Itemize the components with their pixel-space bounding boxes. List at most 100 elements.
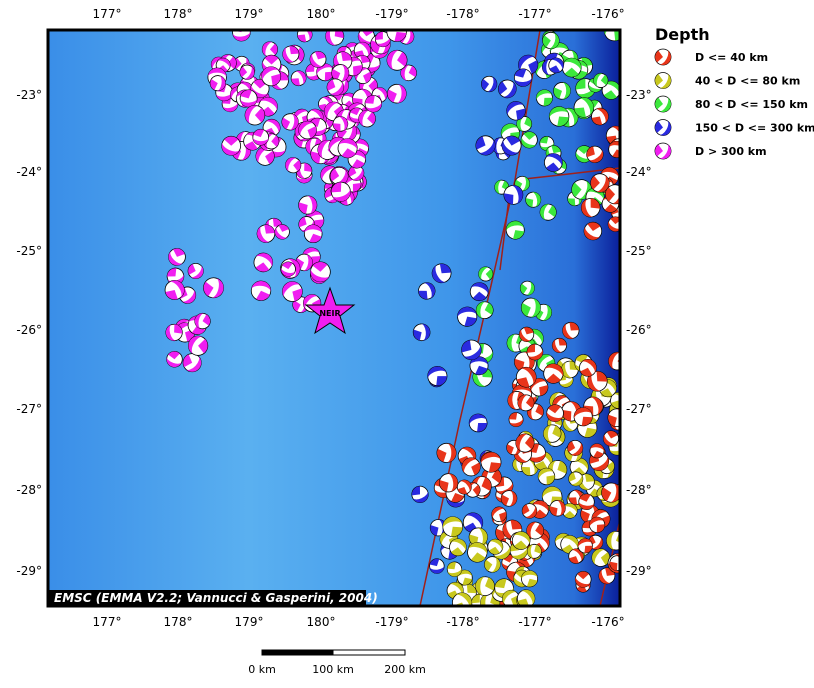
- beachball-fill: [575, 576, 591, 588]
- beachball-fill: [488, 462, 501, 473]
- beachball-fill: [469, 414, 487, 426]
- beachball-fill: [296, 174, 313, 183]
- beachball-fill: [307, 126, 317, 139]
- beachball-fill: [557, 116, 569, 127]
- beachball: [506, 101, 526, 121]
- beachball-fill: [514, 446, 529, 463]
- beachball-fill: [476, 301, 487, 319]
- beachball-fill: [549, 506, 558, 516]
- beachball: [255, 146, 275, 166]
- beachball-fill: [568, 472, 576, 482]
- beachball-fill: [589, 443, 604, 452]
- beachball-fill: [527, 348, 543, 360]
- beachball-fill: [413, 329, 422, 341]
- beachball-fill: [224, 136, 239, 146]
- beachball-fill: [575, 78, 586, 90]
- beachball-fill: [255, 262, 270, 272]
- beachball-fill: [227, 56, 237, 69]
- beachball: [194, 312, 211, 330]
- beachball-fill: [659, 73, 671, 89]
- beachball-fill: [570, 474, 583, 486]
- beachball-fill: [603, 433, 617, 447]
- beachball-fill: [303, 294, 319, 310]
- beachball-fill: [302, 247, 320, 260]
- beachball-fill: [542, 486, 562, 500]
- beachball: [165, 323, 183, 342]
- beachball-fill: [518, 55, 535, 72]
- beachball-fill: [298, 121, 315, 137]
- legend-label: 80 < D <= 150 km: [695, 98, 808, 111]
- beachball-fill: [517, 394, 529, 411]
- beachball-fill: [480, 593, 491, 606]
- beachball: [325, 30, 345, 46]
- beachball: [457, 306, 478, 327]
- beachball-fill: [427, 366, 447, 379]
- beachball: [589, 443, 605, 459]
- beachball-fill: [328, 137, 347, 152]
- beachball-fill: [481, 477, 492, 491]
- beachball-fill: [513, 230, 525, 239]
- beachball-fill: [240, 90, 252, 99]
- beachball-fill: [514, 77, 532, 87]
- beachball-fill: [531, 192, 541, 208]
- beachball: [567, 439, 584, 456]
- beachball: [168, 248, 186, 266]
- beachball-fill: [331, 69, 341, 81]
- beachball: [468, 413, 488, 433]
- beachball-fill: [309, 233, 322, 243]
- beachball-fill: [324, 188, 333, 199]
- beachball-fill: [202, 314, 211, 326]
- beachball-fill: [502, 521, 517, 540]
- lon-label: 179°: [235, 615, 264, 629]
- beachball-fill: [447, 567, 462, 577]
- beachball-fill: [521, 466, 531, 476]
- beachball-fill: [165, 324, 177, 341]
- beachball-fill: [659, 144, 671, 159]
- beachball-fill: [166, 356, 182, 368]
- beachball-fill: [552, 339, 563, 353]
- beachball-fill: [537, 354, 553, 370]
- beachball-fill: [404, 30, 414, 45]
- beachball-fill: [304, 163, 312, 172]
- legend-label: D <= 40 km: [695, 51, 768, 64]
- beachball-fill: [546, 410, 564, 422]
- beachball-fill: [609, 483, 620, 503]
- beachball-fill: [564, 510, 576, 519]
- beachball-fill: [475, 365, 488, 375]
- beachball-fill: [198, 339, 208, 354]
- beachball-fill: [429, 565, 445, 574]
- beachball-fill: [559, 377, 573, 388]
- beachball-fill: [451, 547, 464, 556]
- lat-label: -26°: [626, 323, 652, 337]
- beachball-fill: [490, 556, 501, 573]
- beachball: [588, 516, 606, 533]
- beachball: [261, 66, 282, 87]
- beachball-fill: [253, 129, 265, 138]
- beachball-fill: [548, 32, 559, 49]
- beachball-fill: [610, 217, 620, 225]
- beachball: [607, 408, 620, 428]
- beachball-fill: [504, 193, 514, 205]
- beachball-fill: [520, 367, 536, 386]
- beachball-fill: [302, 254, 313, 271]
- beachball-fill: [526, 522, 538, 539]
- beachball-fill: [432, 264, 447, 283]
- beachball-fill: [282, 46, 295, 63]
- beachball-fill: [521, 136, 537, 148]
- beachball-fill: [481, 78, 490, 91]
- beachball-fill: [457, 487, 468, 494]
- beachball-fill: [463, 344, 482, 360]
- beachball-fill: [447, 473, 458, 492]
- beachball-fill: [251, 281, 271, 292]
- beachball-fill: [519, 328, 532, 342]
- beachball: [456, 569, 473, 586]
- beachball-fill: [256, 147, 271, 164]
- beachball-fill: [418, 290, 428, 300]
- lon-label: -179°: [375, 7, 408, 21]
- beachball-fill: [471, 552, 486, 562]
- beachball-fill: [261, 66, 280, 82]
- beachball-fill: [534, 461, 548, 471]
- beachball-fill: [551, 145, 561, 154]
- beachball-fill: [604, 203, 618, 213]
- beachball-fill: [536, 451, 553, 468]
